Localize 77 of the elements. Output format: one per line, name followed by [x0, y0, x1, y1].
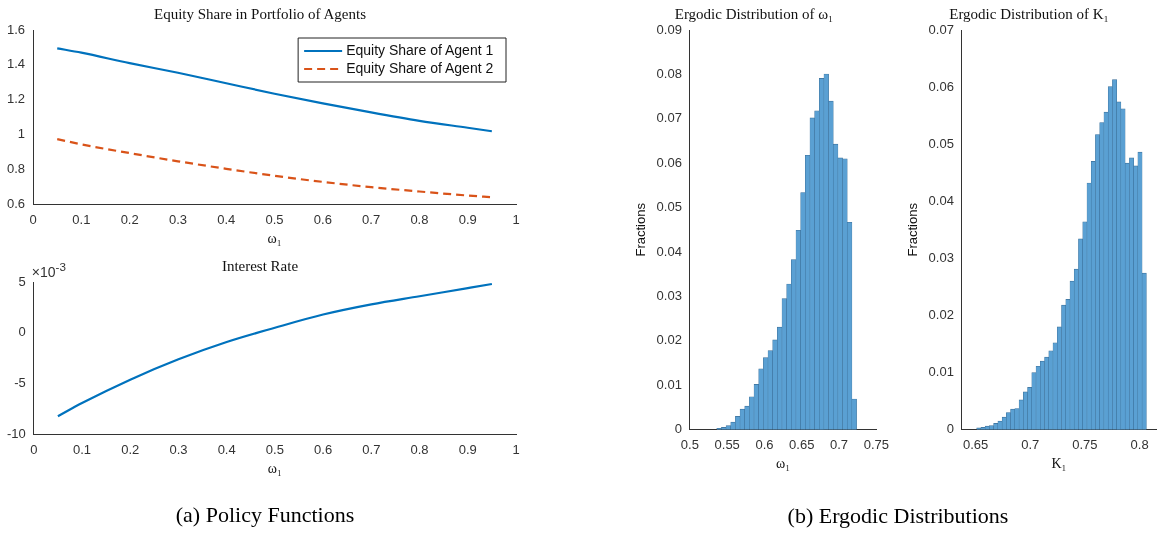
x-tick-label: 0.75	[1072, 436, 1098, 452]
y-tick-label: 1.2	[6, 91, 26, 107]
y-tick-label: 0.8	[6, 161, 26, 177]
x-axis-title: K₁	[1051, 456, 1067, 472]
x-tick-label: 0.55	[714, 436, 740, 452]
y-tick-label: 0	[18, 324, 26, 340]
text: (b) Ergodic Distributions	[786, 503, 1010, 529]
x-tick-label: 0	[30, 441, 38, 457]
x-tick-label: 0.5	[265, 441, 284, 457]
x-tick-label: 0.7	[830, 436, 849, 452]
y-tick-label: 0.04	[928, 192, 954, 208]
x-tick-label: 0.6	[755, 436, 774, 452]
y-tick-label: 0.08	[656, 65, 682, 81]
x-tick-label: 0.1	[72, 211, 91, 227]
line-series	[56, 282, 493, 418]
x-tick-label: 0.4	[217, 211, 236, 227]
x-tick-label: 0.5	[680, 436, 699, 452]
y-tick-label: 0.01	[656, 376, 682, 392]
y-tick-label: -10	[6, 426, 26, 442]
x-tick-label: 0.2	[120, 211, 139, 227]
y-tick-label: 5	[18, 273, 26, 289]
y-axis-title: Fractions	[905, 202, 921, 257]
x-tick-label: 0.9	[458, 211, 477, 227]
x-tick-label: 0	[29, 211, 37, 227]
x-tick-label: 0.8	[410, 211, 429, 227]
y-tick-label: 0.06	[928, 78, 954, 94]
x-tick-label: 0.7	[1021, 436, 1040, 452]
x-axis-title: ω₁	[267, 461, 282, 477]
x-tick-label: 0.3	[168, 211, 187, 227]
y-tick-label: 0.04	[656, 243, 682, 259]
y-axis-title: Fractions	[633, 202, 649, 257]
y-tick-label: 0.03	[928, 249, 954, 265]
x-tick-label: 0.9	[458, 441, 477, 457]
y-tick-label: 1.6	[6, 21, 26, 37]
y-tick-label: -5	[14, 375, 26, 391]
x-tick-label: 0.7	[362, 211, 381, 227]
y-tick-label: 0.05	[656, 199, 682, 215]
y-tick-label: 0.06	[656, 154, 682, 170]
y-tick-label: 1	[17, 126, 26, 142]
y-tick-label: 0.05	[928, 135, 954, 151]
line-series	[56, 138, 493, 199]
x-axis-title: ω₁	[267, 231, 282, 247]
y-tick-label: 0.02	[656, 332, 682, 348]
x-tick-label: 0.3	[169, 441, 188, 457]
chart-title: Ergodic Distribution of ω₁	[674, 5, 834, 22]
y-tick-label: 0.07	[928, 21, 954, 37]
x-tick-label: 0.8	[410, 441, 429, 457]
text: (a) Policy Functions	[174, 502, 356, 528]
y-tick-label: 1.4	[6, 56, 26, 72]
y-tick-label: 0.07	[656, 110, 682, 126]
x-tick-label: 0.65	[789, 436, 815, 452]
legend-label: Equity Share of Agent 2	[346, 59, 494, 76]
x-tick-label: 0.2	[121, 441, 140, 457]
y-tick-label: 0.6	[6, 196, 26, 212]
y-tick-label: 0.03	[656, 287, 682, 303]
legend-label: Equity Share of Agent 1	[346, 41, 494, 58]
x-tick-label: 0.4	[217, 441, 236, 457]
x-tick-label: 0.5	[265, 211, 284, 227]
x-tick-label: 0.1	[72, 441, 92, 457]
x-tick-label: 0.6	[314, 441, 333, 457]
x-tick-label: 0.8	[1130, 436, 1149, 452]
x-tick-label: 0.65	[962, 436, 989, 452]
chart-title: Ergodic Distribution of K₁	[949, 5, 1109, 22]
chart-title: Interest Rate	[221, 257, 299, 274]
chart-title: Equity Share in Portfolio of Agents	[153, 5, 367, 22]
y-tick-label: 0.09	[656, 21, 682, 37]
text: ×10$^{-3}$	[31, 260, 66, 280]
x-tick-label: 0.75	[863, 436, 890, 452]
x-axis-title: ω₁	[776, 456, 791, 472]
y-tick-label: 0.01	[928, 364, 954, 380]
y-tick-label: 0	[946, 421, 954, 437]
x-tick-label: 0.6	[313, 211, 332, 227]
y-tick-label: 0.02	[928, 307, 954, 323]
y-tick-label: 0	[674, 421, 682, 437]
x-tick-label: 0.7	[362, 441, 381, 457]
x-tick-label: 1	[512, 441, 520, 457]
x-tick-label: 1	[512, 211, 520, 227]
